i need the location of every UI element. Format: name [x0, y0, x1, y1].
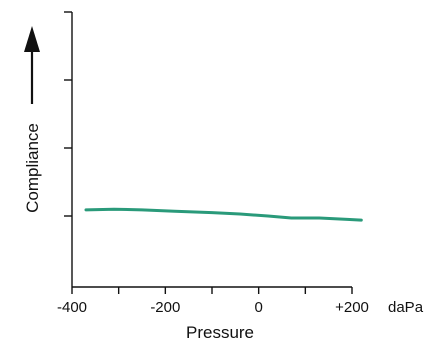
y-axis-title: Compliance: [23, 123, 42, 213]
series-line: [84, 207, 363, 222]
x-tick-labels: -400 -200 0 +200: [57, 299, 369, 316]
x-axis-unit: daPa: [388, 299, 424, 316]
x-tick-label: 0: [254, 299, 262, 316]
x-tick-label: -400: [57, 299, 87, 316]
x-ticks: [71, 287, 353, 294]
x-tick-label: -200: [150, 299, 180, 316]
x-tick-label: +200: [335, 299, 369, 316]
y-axis-arrow: [24, 26, 40, 104]
x-axis-title: Pressure: [186, 323, 254, 342]
series-group: [84, 207, 363, 222]
y-ticks: [64, 11, 72, 217]
